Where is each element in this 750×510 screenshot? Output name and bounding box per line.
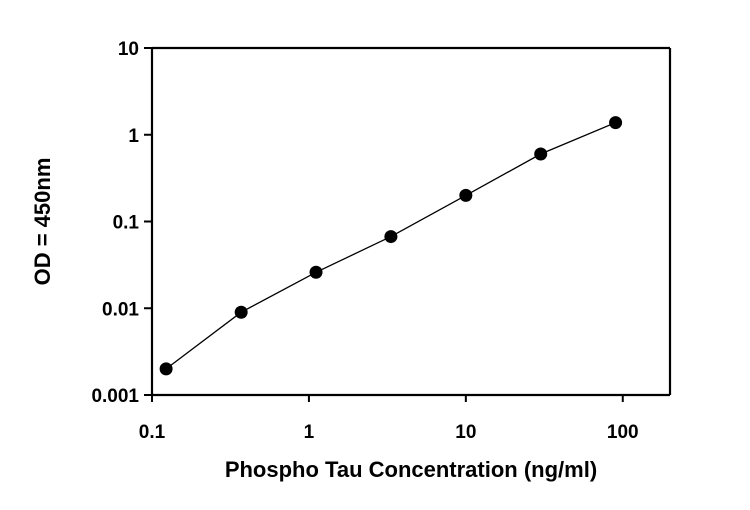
y-tick-label: 0.1 (113, 213, 140, 234)
data-point (159, 362, 173, 376)
x-tick-label: 0.1 (139, 422, 166, 443)
y-ticks: 0.001 0.01 0.1 1 10 (91, 39, 152, 407)
data-point (309, 265, 323, 279)
x-ticks: 0.1 1 10 100 (139, 395, 639, 443)
data-point (384, 230, 398, 244)
data-point (534, 147, 548, 161)
data-point (234, 305, 248, 319)
y-axis-title: OD = 450nm (30, 158, 55, 286)
series-line (165, 122, 616, 370)
data-point (609, 116, 623, 130)
x-tick-label: 1 (304, 422, 315, 443)
x-tick-label: 100 (607, 422, 639, 443)
y-tick-label: 1 (128, 126, 139, 147)
y-tick-label: 10 (118, 39, 139, 60)
data-point (459, 188, 473, 202)
plot-area (150, 46, 672, 397)
y-tick-label: 0.001 (91, 386, 139, 407)
x-tick-label: 10 (455, 422, 476, 443)
x-axis-title: Phospho Tau Concentration (ng/ml) (225, 457, 597, 482)
y-tick-label: 0.01 (102, 299, 139, 320)
series-group (159, 116, 623, 376)
